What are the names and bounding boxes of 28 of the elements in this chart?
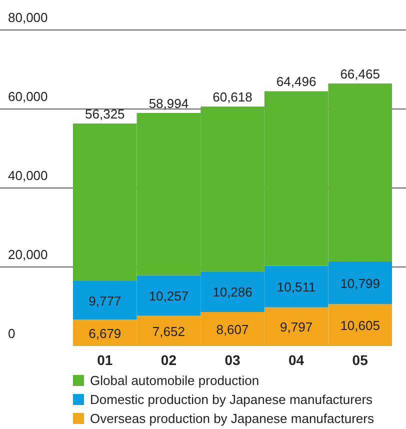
- data-label: 10,257: [148, 288, 189, 304]
- total-label: 66,465: [340, 66, 380, 82]
- legend-label: Global automobile production: [90, 373, 260, 388]
- y-tick-label: 20,000: [8, 247, 48, 262]
- y-tick-label: 80,000: [8, 10, 48, 25]
- data-label: 10,799: [340, 276, 380, 291]
- x-tick-label: 02: [160, 352, 177, 368]
- data-label: 9,797: [280, 320, 313, 335]
- total-label: 56,325: [85, 106, 125, 122]
- total-label: 58,994: [148, 96, 189, 111]
- data-label: 10,286: [212, 284, 252, 300]
- data-label: 6,679: [88, 326, 122, 341]
- legend-label: Domestic production by Japanese manufacturers: [90, 392, 374, 407]
- x-tick-label: 01: [97, 352, 113, 368]
- data-label: 9,777: [88, 293, 122, 308]
- x-tick-label: 04: [288, 352, 304, 368]
- total-label: 60,618: [212, 90, 252, 105]
- data-label: 10,605: [340, 318, 380, 334]
- data-label: 8,607: [216, 322, 249, 337]
- legend-label: Overseas production by Japanese manufacturers: [90, 411, 374, 426]
- x-tick-label: 03: [224, 352, 240, 368]
- total-label: 64,496: [276, 74, 316, 90]
- y-tick-label: 0: [8, 326, 16, 341]
- y-tick-label: 60,000: [8, 89, 48, 104]
- data-label: 10,511: [276, 280, 316, 295]
- data-label: 7,652: [152, 324, 185, 339]
- y-tick-label: 40,000: [8, 168, 48, 183]
- x-tick-label: 05: [352, 352, 368, 368]
